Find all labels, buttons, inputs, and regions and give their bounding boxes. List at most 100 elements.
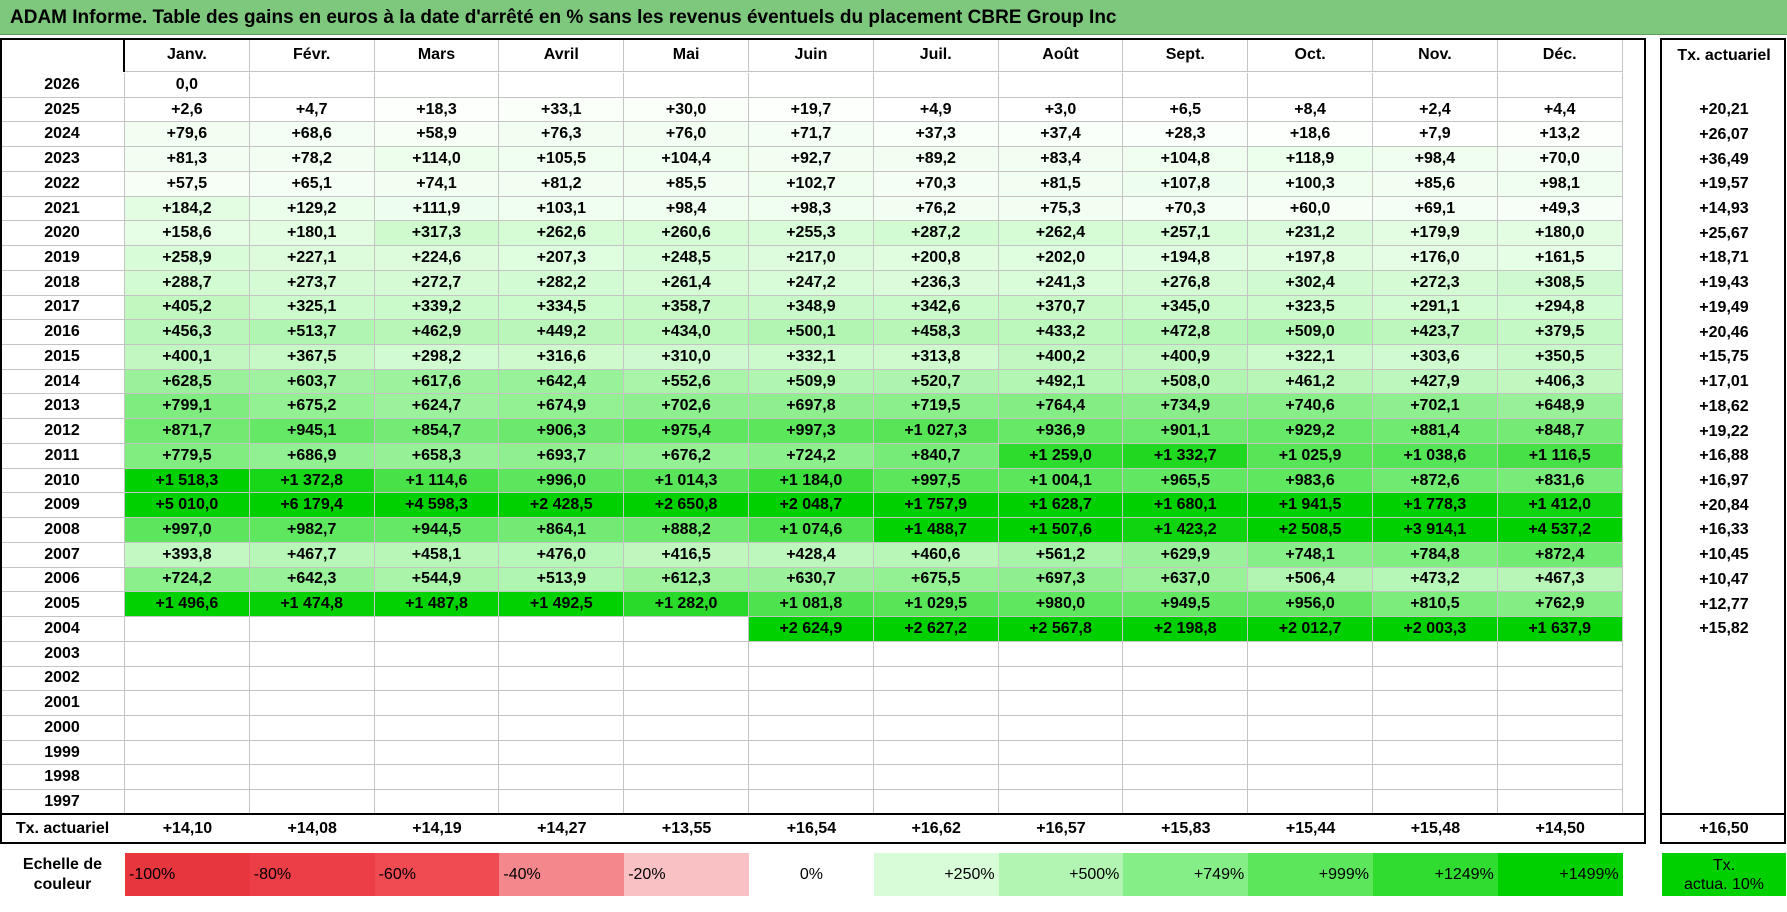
gain-cell[interactable] — [499, 73, 625, 98]
gain-cell[interactable] — [249, 73, 375, 98]
gain-cell[interactable]: +4,4 — [1497, 97, 1623, 123]
gain-cell[interactable] — [374, 617, 500, 642]
gain-cell[interactable] — [374, 765, 500, 791]
gain-cell[interactable]: +231,2 — [1248, 221, 1373, 247]
gain-cell[interactable]: +2 650,8 — [624, 493, 749, 519]
gain-cell[interactable]: +37,3 — [873, 122, 999, 148]
gain-cell[interactable]: +6,5 — [1123, 97, 1249, 123]
gain-cell[interactable]: +508,0 — [1123, 369, 1249, 395]
gain-cell[interactable] — [1248, 691, 1373, 716]
gain-cell[interactable]: +76,2 — [873, 196, 999, 222]
gain-cell[interactable]: +261,4 — [624, 270, 749, 296]
gain-cell[interactable]: +37,4 — [998, 122, 1124, 148]
gain-cell[interactable]: +3,0 — [998, 97, 1124, 123]
gain-cell[interactable]: +317,3 — [374, 221, 500, 247]
gain-cell[interactable]: +982,7 — [249, 518, 375, 543]
gain-cell[interactable]: +552,6 — [624, 369, 749, 395]
gain-cell[interactable] — [624, 715, 749, 741]
gain-cell[interactable] — [624, 666, 749, 692]
gain-cell[interactable]: +18,3 — [374, 97, 500, 123]
gain-cell[interactable] — [1373, 790, 1498, 815]
gain-cell[interactable]: +179,9 — [1373, 221, 1498, 247]
gain-cell[interactable]: +762,9 — [1497, 592, 1623, 618]
gain-cell[interactable] — [998, 666, 1124, 692]
gain-cell[interactable]: +492,1 — [998, 369, 1124, 395]
gain-cell[interactable]: +406,3 — [1497, 369, 1623, 395]
gain-cell[interactable] — [125, 666, 250, 692]
gain-cell[interactable]: +273,7 — [249, 270, 375, 296]
gain-cell[interactable]: +316,6 — [499, 345, 625, 370]
gain-cell[interactable] — [1497, 691, 1623, 716]
gain-cell[interactable]: +872,4 — [1497, 542, 1623, 568]
gain-cell[interactable]: +1 492,5 — [499, 592, 625, 618]
gain-cell[interactable]: +617,6 — [374, 369, 500, 395]
gain-cell[interactable]: +642,4 — [499, 369, 625, 395]
gain-cell[interactable]: +2 048,7 — [749, 493, 874, 519]
gain-cell[interactable]: +272,3 — [1373, 270, 1498, 296]
gain-cell[interactable]: +236,3 — [873, 270, 999, 296]
gain-cell[interactable]: +282,2 — [499, 270, 625, 296]
gain-cell[interactable]: +105,5 — [499, 147, 625, 172]
gain-cell[interactable] — [125, 617, 250, 642]
gain-cell[interactable]: +854,7 — [374, 419, 500, 444]
gain-cell[interactable]: +78,2 — [249, 147, 375, 172]
gain-cell[interactable]: +104,8 — [1123, 147, 1249, 172]
gain-cell[interactable]: +520,7 — [873, 369, 999, 395]
gain-cell[interactable] — [249, 617, 375, 642]
gain-cell[interactable] — [873, 765, 999, 791]
gain-cell[interactable]: +98,4 — [1373, 147, 1498, 172]
gain-cell[interactable]: +217,0 — [749, 246, 874, 271]
gain-cell[interactable] — [249, 740, 375, 766]
gain-cell[interactable]: +462,9 — [374, 320, 500, 346]
gain-cell[interactable]: +74,1 — [374, 171, 500, 197]
gain-cell[interactable] — [499, 765, 625, 791]
gain-cell[interactable]: +1 027,3 — [873, 419, 999, 444]
gain-cell[interactable] — [125, 715, 250, 741]
gain-cell[interactable]: +69,1 — [1373, 196, 1498, 222]
gain-cell[interactable]: +719,5 — [873, 394, 999, 420]
gain-cell[interactable] — [1123, 740, 1249, 766]
gain-cell[interactable]: +1 423,2 — [1123, 518, 1249, 543]
gain-cell[interactable]: +60,0 — [1248, 196, 1373, 222]
gain-cell[interactable]: +81,2 — [499, 171, 625, 197]
gain-cell[interactable]: +294,8 — [1497, 295, 1623, 321]
gain-cell[interactable]: +1 004,1 — [998, 468, 1124, 494]
gain-cell[interactable] — [873, 740, 999, 766]
gain-cell[interactable]: +456,3 — [125, 320, 250, 346]
gain-cell[interactable] — [374, 740, 500, 766]
gain-cell[interactable]: +98,4 — [624, 196, 749, 222]
gain-cell[interactable] — [374, 790, 500, 815]
gain-cell[interactable]: +176,0 — [1373, 246, 1498, 271]
gain-cell[interactable]: +906,3 — [499, 419, 625, 444]
gain-cell[interactable]: +734,9 — [1123, 394, 1249, 420]
gain-cell[interactable]: +848,7 — [1497, 419, 1623, 444]
gain-cell[interactable] — [374, 715, 500, 741]
gain-cell[interactable]: +433,2 — [998, 320, 1124, 346]
gain-cell[interactable]: +405,2 — [125, 295, 250, 321]
gain-cell[interactable]: +302,4 — [1248, 270, 1373, 296]
gain-cell[interactable] — [1248, 666, 1373, 692]
gain-cell[interactable]: +325,1 — [249, 295, 375, 321]
gain-cell[interactable]: +648,9 — [1497, 394, 1623, 420]
gain-cell[interactable] — [1373, 740, 1498, 766]
gain-cell[interactable] — [998, 740, 1124, 766]
gain-cell[interactable]: +202,0 — [998, 246, 1124, 271]
gain-cell[interactable]: +686,9 — [249, 443, 375, 469]
gain-cell[interactable] — [749, 73, 874, 98]
gain-cell[interactable]: +881,4 — [1373, 419, 1498, 444]
gain-cell[interactable]: +107,8 — [1123, 171, 1249, 197]
gain-cell[interactable]: +334,5 — [499, 295, 625, 321]
gain-cell[interactable]: +2 624,9 — [749, 617, 874, 642]
gain-cell[interactable] — [1497, 715, 1623, 741]
gain-cell[interactable] — [1248, 73, 1373, 98]
gain-cell[interactable]: +1 025,9 — [1248, 443, 1373, 469]
gain-cell[interactable] — [624, 617, 749, 642]
gain-cell[interactable] — [749, 691, 874, 716]
gain-cell[interactable]: +1 518,3 — [125, 468, 250, 494]
gain-cell[interactable]: +207,3 — [499, 246, 625, 271]
gain-cell[interactable]: +19,7 — [749, 97, 874, 123]
gain-cell[interactable]: +2 508,5 — [1248, 518, 1373, 543]
gain-cell[interactable] — [624, 765, 749, 791]
gain-cell[interactable]: +637,0 — [1123, 567, 1249, 593]
gain-cell[interactable]: +642,3 — [249, 567, 375, 593]
